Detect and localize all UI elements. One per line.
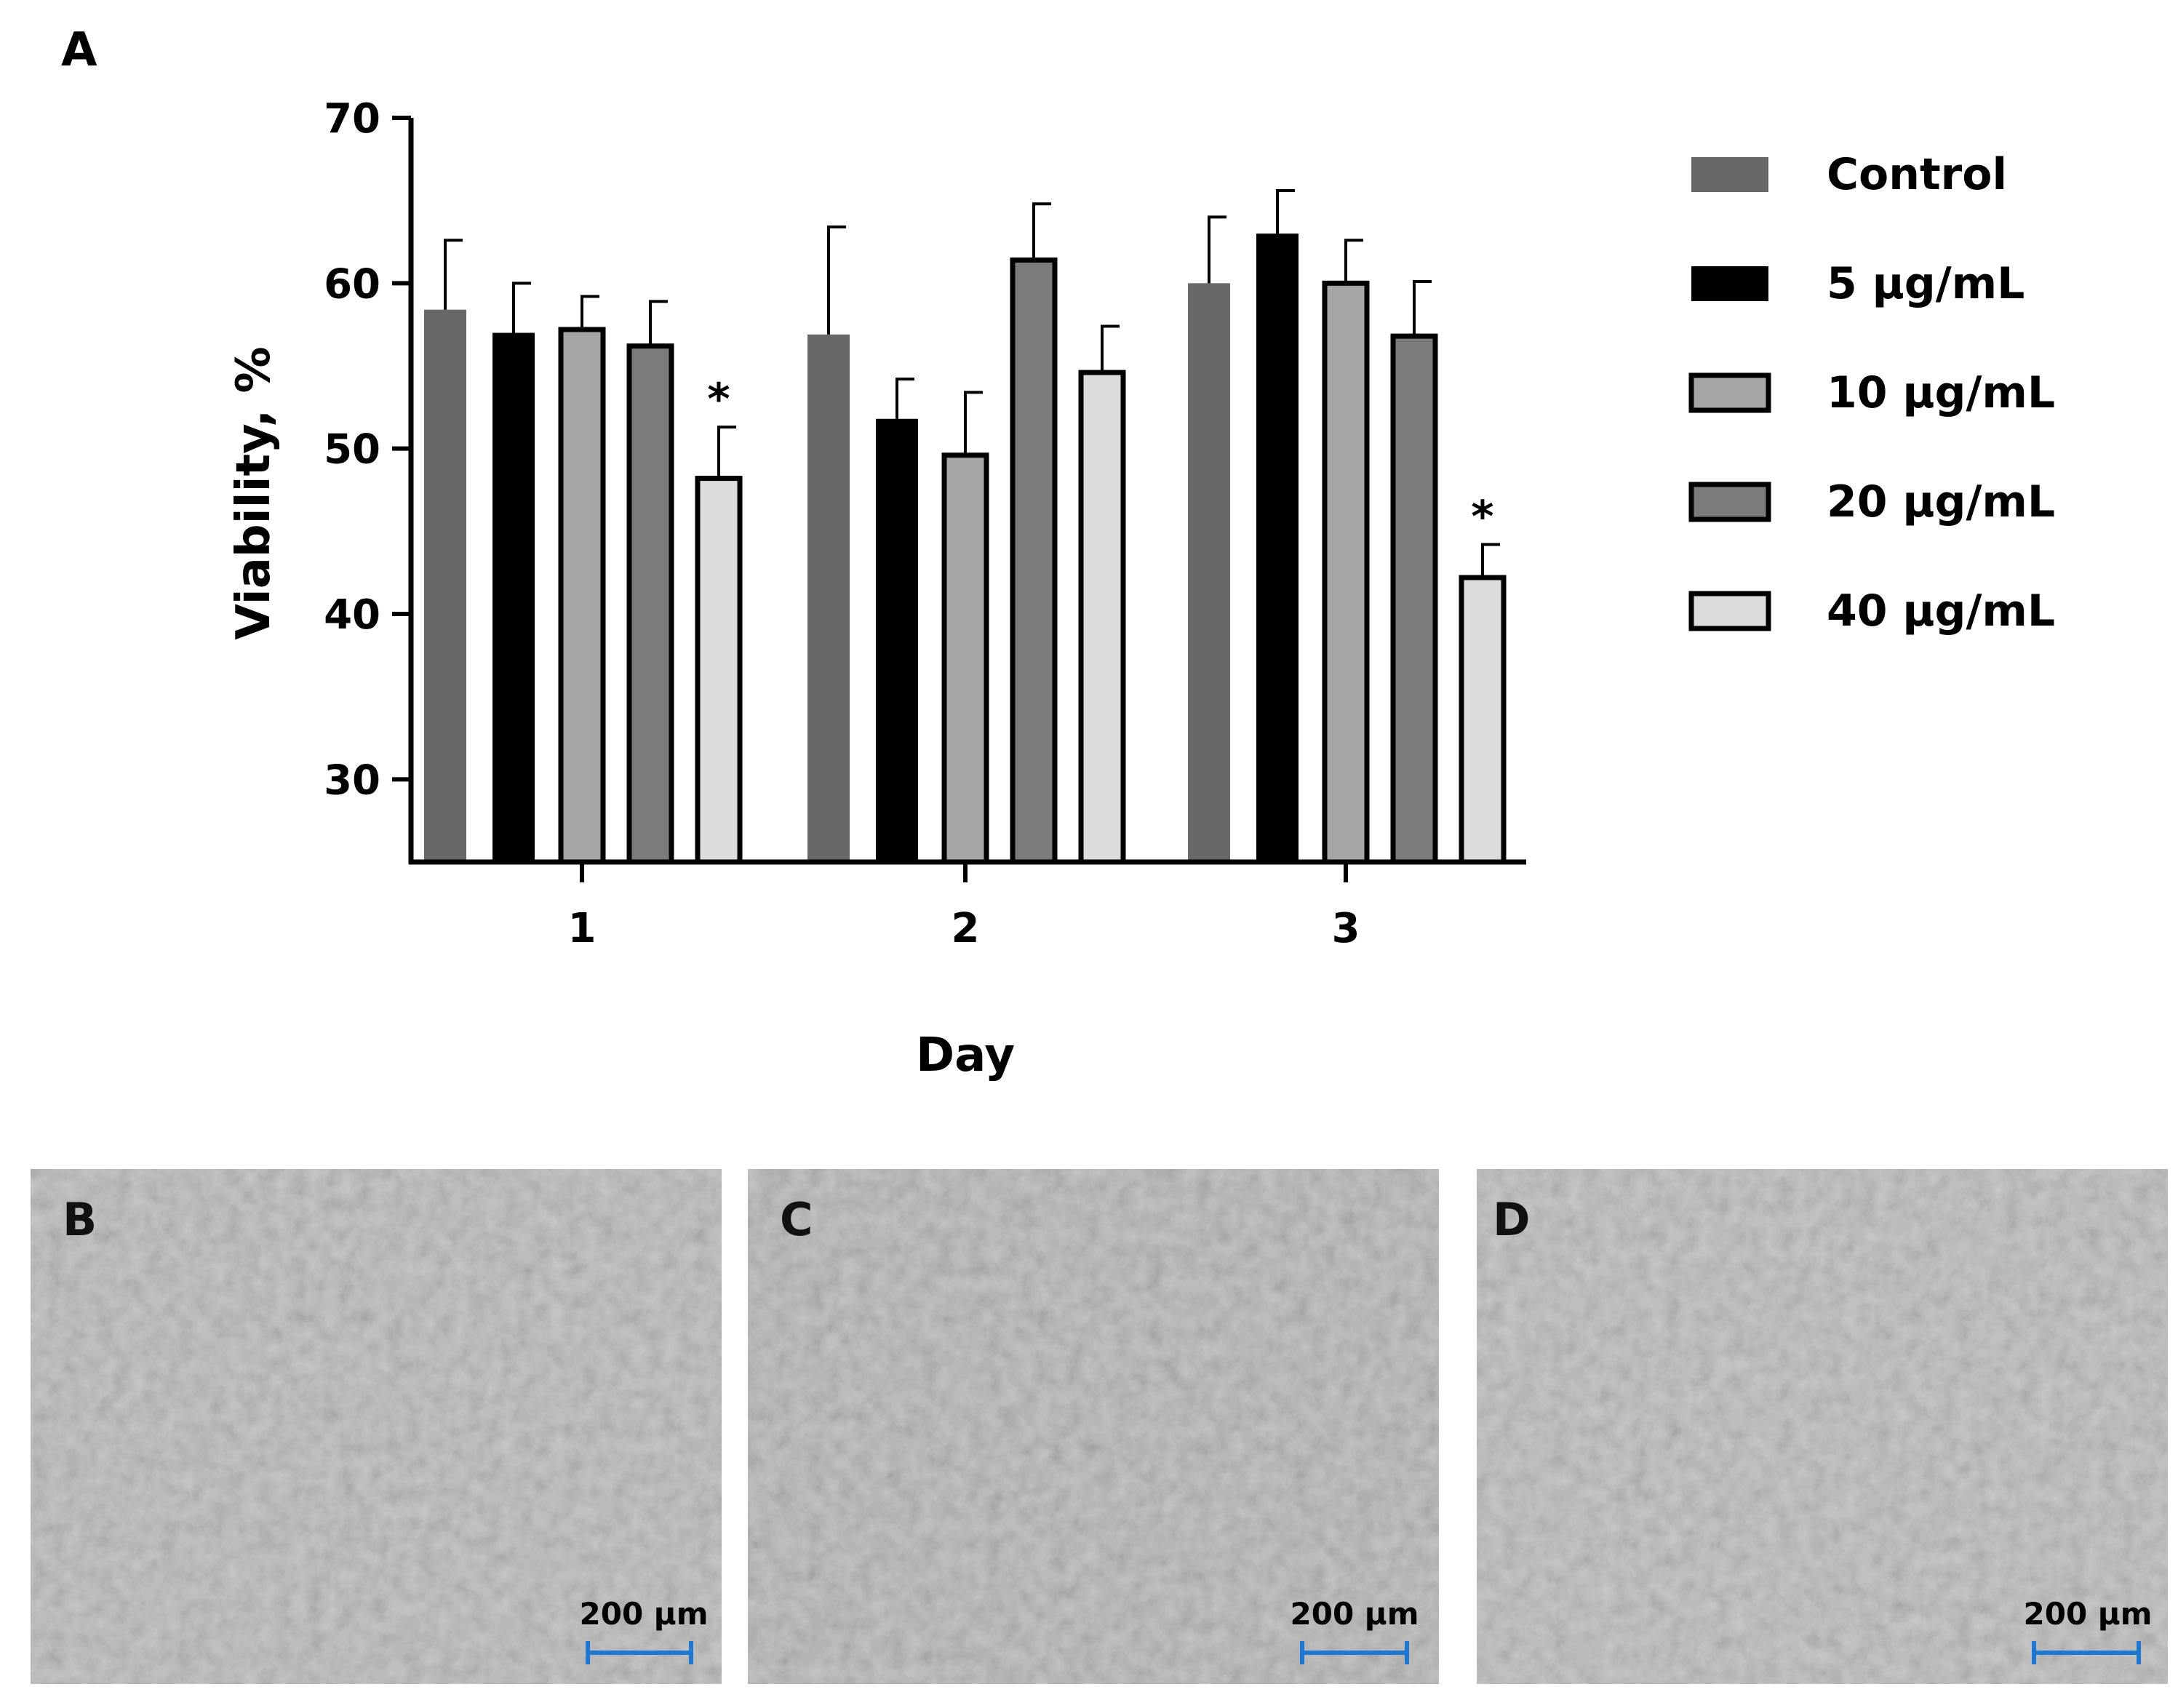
bar-3-0 bbox=[1188, 283, 1230, 862]
micrograph-texture-c bbox=[748, 1169, 1439, 1684]
legend-label: 40 μg/mL bbox=[1827, 586, 2055, 636]
legend-label: Control bbox=[1827, 149, 2007, 200]
bar-2-4 bbox=[1078, 370, 1126, 865]
y-tick-label: 30 bbox=[324, 757, 380, 804]
micrograph-label-c: C bbox=[780, 1193, 813, 1246]
legend: Control 5 μg/mL 10 μg/mL 20 μg/mL 40 μg/mL bbox=[1688, 149, 2055, 636]
micrograph-label-b: B bbox=[63, 1193, 97, 1246]
legend-swatch bbox=[1691, 266, 1768, 301]
y-ticks: 30 40 50 60 70 bbox=[324, 95, 411, 804]
error-bars-layer bbox=[444, 189, 1500, 578]
x-tick-label: 1 bbox=[568, 905, 597, 952]
x-tick-label: 2 bbox=[952, 905, 980, 952]
bar-3-1 bbox=[1256, 234, 1299, 863]
legend-swatch bbox=[1688, 482, 1771, 522]
bar-1-2 bbox=[558, 327, 606, 865]
scale-bar-b bbox=[586, 1641, 693, 1664]
bar-3-3 bbox=[1390, 333, 1438, 865]
y-tick-label: 60 bbox=[324, 260, 380, 308]
micrograph-panel-c: C 200 µm bbox=[748, 1169, 1439, 1684]
bar-3-4 bbox=[1459, 575, 1507, 865]
x-ticks: 1 2 3 bbox=[568, 862, 1360, 952]
micrograph-texture-b bbox=[31, 1169, 722, 1684]
bar-1-0 bbox=[424, 309, 466, 862]
scale-bar-label-c: 200 µm bbox=[1291, 1596, 1419, 1632]
significance-marker: * bbox=[1471, 492, 1493, 543]
legend-label: 20 μg/mL bbox=[1827, 476, 2055, 527]
y-tick-label: 40 bbox=[324, 591, 380, 639]
micrograph-panel-d: D 200 µm bbox=[1477, 1169, 2168, 1684]
scale-bar-label-d: 200 µm bbox=[2024, 1596, 2153, 1632]
bars-layer bbox=[424, 234, 1507, 865]
panel-label-a: A bbox=[61, 23, 97, 77]
bar-1-4 bbox=[695, 476, 743, 865]
significance-layer: ** bbox=[707, 374, 1493, 542]
bar-2-2 bbox=[941, 452, 989, 865]
micrograph-texture-d bbox=[1477, 1169, 2168, 1684]
bar-2-1 bbox=[876, 418, 918, 862]
y-tick-label: 50 bbox=[324, 426, 380, 474]
legend-label: 10 μg/mL bbox=[1827, 367, 2055, 418]
x-tick-label: 3 bbox=[1332, 905, 1360, 952]
scale-bar-label-b: 200 µm bbox=[580, 1596, 709, 1632]
bar-1-3 bbox=[626, 343, 674, 865]
significance-marker: * bbox=[707, 374, 730, 425]
micrograph-panel-b: B 200 µm bbox=[31, 1169, 722, 1684]
bar-1-1 bbox=[492, 332, 535, 862]
legend-swatch bbox=[1688, 591, 1771, 631]
y-tick-label: 70 bbox=[324, 95, 380, 143]
micrograph-label-d: D bbox=[1493, 1193, 1530, 1246]
legend-swatch bbox=[1691, 157, 1768, 192]
scale-bar-d bbox=[2032, 1641, 2141, 1664]
y-axis-title: Viability, % bbox=[227, 346, 281, 639]
legend-label: 5 μg/mL bbox=[1827, 258, 2025, 309]
bar-2-0 bbox=[807, 334, 850, 863]
legend-swatch bbox=[1688, 372, 1771, 413]
bar-2-3 bbox=[1010, 258, 1058, 865]
x-axis-title: Day bbox=[916, 1029, 1015, 1082]
bar-3-2 bbox=[1322, 280, 1370, 865]
scale-bar-c bbox=[1300, 1641, 1409, 1664]
